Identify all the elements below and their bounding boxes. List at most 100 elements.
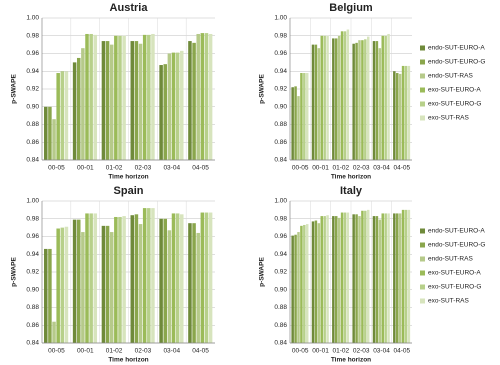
bar [56,228,60,343]
bar [404,65,408,160]
bar [393,71,396,160]
bar [76,219,81,343]
y-tick-label: 0.96 [26,50,39,57]
bar [323,216,326,343]
y-tick-label: 0.88 [274,304,287,311]
bar [192,223,196,343]
bar [398,213,402,343]
x-tick-label: 00-01 [77,348,94,355]
bar [337,217,341,343]
bar [346,212,350,343]
bar [208,33,213,160]
legend-label: endo-SUT-EURO-A [428,228,485,235]
y-tick-label: 0.84 [26,340,39,347]
bar [343,212,347,343]
y-tick-label: 0.92 [274,269,287,276]
y-tick-label: 1.00 [26,198,39,205]
legend-swatch [420,270,425,276]
x-tick-label: 03-04 [373,348,390,355]
bar [180,214,184,343]
bar [361,40,364,160]
bar [364,39,367,160]
bar [204,33,209,160]
bar [404,209,408,343]
bar [407,209,411,343]
y-tick-label: 0.84 [26,157,39,164]
bar [314,220,318,343]
bar [200,212,205,343]
y-tick-label: 0.98 [26,32,39,39]
bar [159,218,163,343]
bar [151,33,155,160]
bar [326,35,329,160]
legend-swatch [420,73,425,79]
legend-label: exo-SUT-EURO-A [428,270,481,277]
x-tick-label: 03-04 [163,348,180,355]
x-tick-label: 00-05 [292,348,309,355]
bar [48,248,52,343]
bar [332,216,335,343]
y-tick-label: 0.88 [26,121,39,128]
y-tick-label: 0.86 [274,139,287,146]
bar [375,41,379,161]
bar [180,50,184,160]
y-tick-label: 0.84 [274,157,287,164]
bar [314,44,318,160]
chart-title: Spain [114,185,144,197]
bar [372,216,376,343]
bar [305,224,309,343]
bar [297,96,300,160]
legend-swatch [420,228,425,234]
bar [52,119,56,160]
bar [93,34,98,160]
y-tick-label: 0.94 [26,251,39,258]
legend-swatch [420,115,425,121]
bar [114,216,118,343]
bar [401,65,405,160]
x-tick-label: 00-05 [48,165,65,172]
y-tick-label: 0.92 [26,86,39,93]
legend-label: exo-SUT-EURO-G [428,101,481,108]
bar [407,65,411,160]
bar [364,210,367,343]
y-tick-label: 0.96 [274,50,287,57]
bar [122,216,126,343]
legend-swatch [420,87,425,93]
y-axis-title: p-SWAPE [259,74,266,104]
y-axis-title: p-SWAPE [259,257,266,287]
legend-label: endo-SUT-EURO-A [428,45,485,52]
x-tick-label: 01-02 [333,348,350,355]
y-tick-label: 0.94 [274,68,287,75]
legend-label: exo-SUT-EURO-A [428,87,481,94]
bar [291,87,294,160]
bar [130,215,135,343]
bar [396,213,399,343]
bar [366,36,370,161]
bar [311,221,315,343]
x-tick-label: 01-02 [106,348,123,355]
y-tick-label: 1.00 [26,15,39,22]
y-tick-label: 0.92 [274,86,287,93]
bar [358,216,361,343]
x-tick-label: 02-03 [353,165,370,172]
x-tick-label: 01-02 [333,165,350,172]
bar [361,210,364,343]
bar [303,73,306,160]
bar [317,223,321,343]
legend-label: exo-SUT-EURO-G [428,284,481,291]
bar [142,34,147,160]
bar [151,208,155,343]
y-tick-label: 0.90 [274,286,287,293]
legend-swatch [420,284,425,290]
x-tick-label: 00-01 [312,348,329,355]
bar [52,321,56,343]
bar [343,31,347,160]
legend-swatch [420,242,425,248]
bar [138,43,143,160]
bar [378,48,382,160]
bar [311,44,315,160]
x-tick-label: 04-05 [192,348,209,355]
bar [142,208,147,343]
y-tick-label: 0.98 [274,32,287,39]
bar [352,214,355,343]
